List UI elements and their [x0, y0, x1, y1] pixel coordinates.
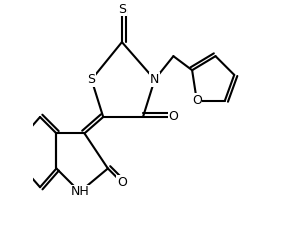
Text: NH: NH [70, 185, 89, 198]
Text: N: N [150, 73, 159, 86]
Text: O: O [192, 94, 202, 107]
Text: O: O [117, 176, 127, 189]
Text: O: O [169, 110, 178, 124]
Text: S: S [88, 73, 95, 86]
Text: S: S [118, 3, 126, 16]
